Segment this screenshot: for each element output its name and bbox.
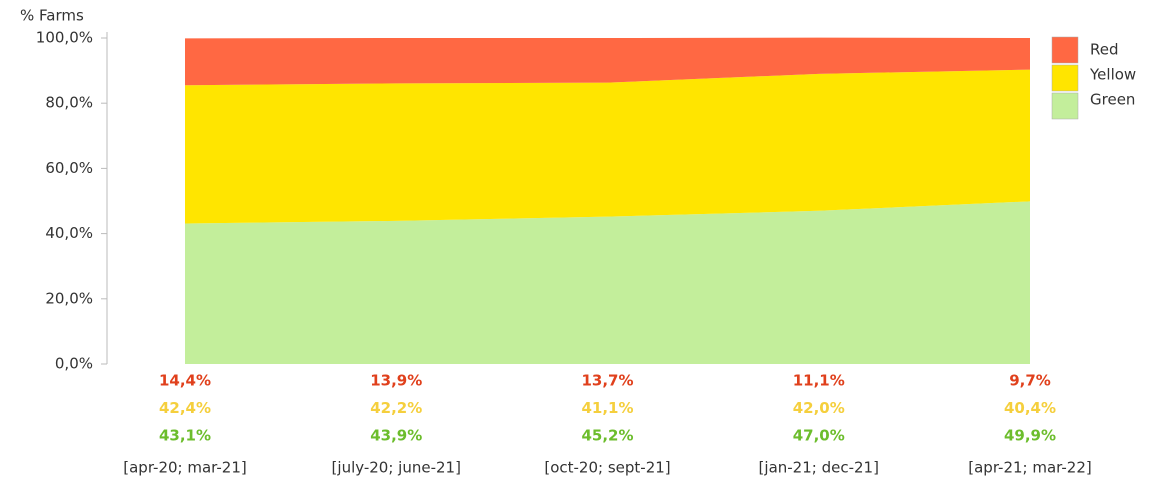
- data-label: 45,2%: [581, 427, 633, 445]
- y-tick-label: 40,0%: [45, 224, 93, 242]
- area: [185, 37, 1030, 86]
- area: [185, 69, 1030, 224]
- legend-label: Yellow: [1089, 66, 1136, 84]
- legend-swatch: [1051, 36, 1079, 64]
- data-label: 42,4%: [159, 399, 211, 417]
- y-tick-label: 60,0%: [45, 159, 93, 177]
- area: [185, 201, 1030, 364]
- legend-label: Green: [1090, 91, 1135, 109]
- x-tick-label: [jan-21; dec-21]: [759, 459, 879, 477]
- data-label: 9,7%: [1009, 372, 1051, 390]
- data-label: 43,9%: [370, 427, 422, 445]
- y-tick-label: 80,0%: [45, 94, 93, 112]
- x-tick-label: [july-20; june-21]: [332, 459, 461, 477]
- data-label: 40,4%: [1004, 399, 1056, 417]
- x-tick-label: [apr-21; mar-22]: [968, 459, 1091, 477]
- legend-swatch: [1051, 92, 1079, 120]
- y-tick-label: 100,0%: [36, 29, 93, 47]
- data-label: 13,9%: [370, 372, 422, 390]
- data-label: 49,9%: [1004, 427, 1056, 445]
- data-label: 43,1%: [159, 427, 211, 445]
- y-axis-label: % Farms: [20, 7, 84, 25]
- x-tick-label: [oct-20; sept-21]: [544, 459, 670, 477]
- data-label: 47,0%: [793, 427, 845, 445]
- data-label: 42,2%: [370, 399, 422, 417]
- data-label: 42,0%: [793, 399, 845, 417]
- data-label: 14,4%: [159, 372, 211, 390]
- legend-swatch: [1051, 64, 1079, 92]
- data-label: 41,1%: [581, 399, 633, 417]
- x-tick-label: [apr-20; mar-21]: [123, 459, 246, 477]
- y-tick-label: 0,0%: [55, 355, 93, 373]
- legend-label: Red: [1090, 41, 1119, 59]
- data-label: 11,1%: [793, 372, 845, 390]
- data-label: 13,7%: [581, 372, 633, 390]
- y-tick-label: 20,0%: [45, 289, 93, 307]
